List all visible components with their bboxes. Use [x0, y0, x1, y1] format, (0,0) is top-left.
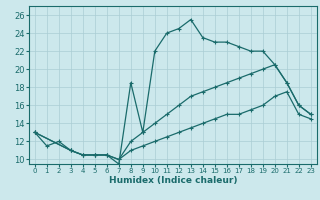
X-axis label: Humidex (Indice chaleur): Humidex (Indice chaleur) — [108, 176, 237, 185]
